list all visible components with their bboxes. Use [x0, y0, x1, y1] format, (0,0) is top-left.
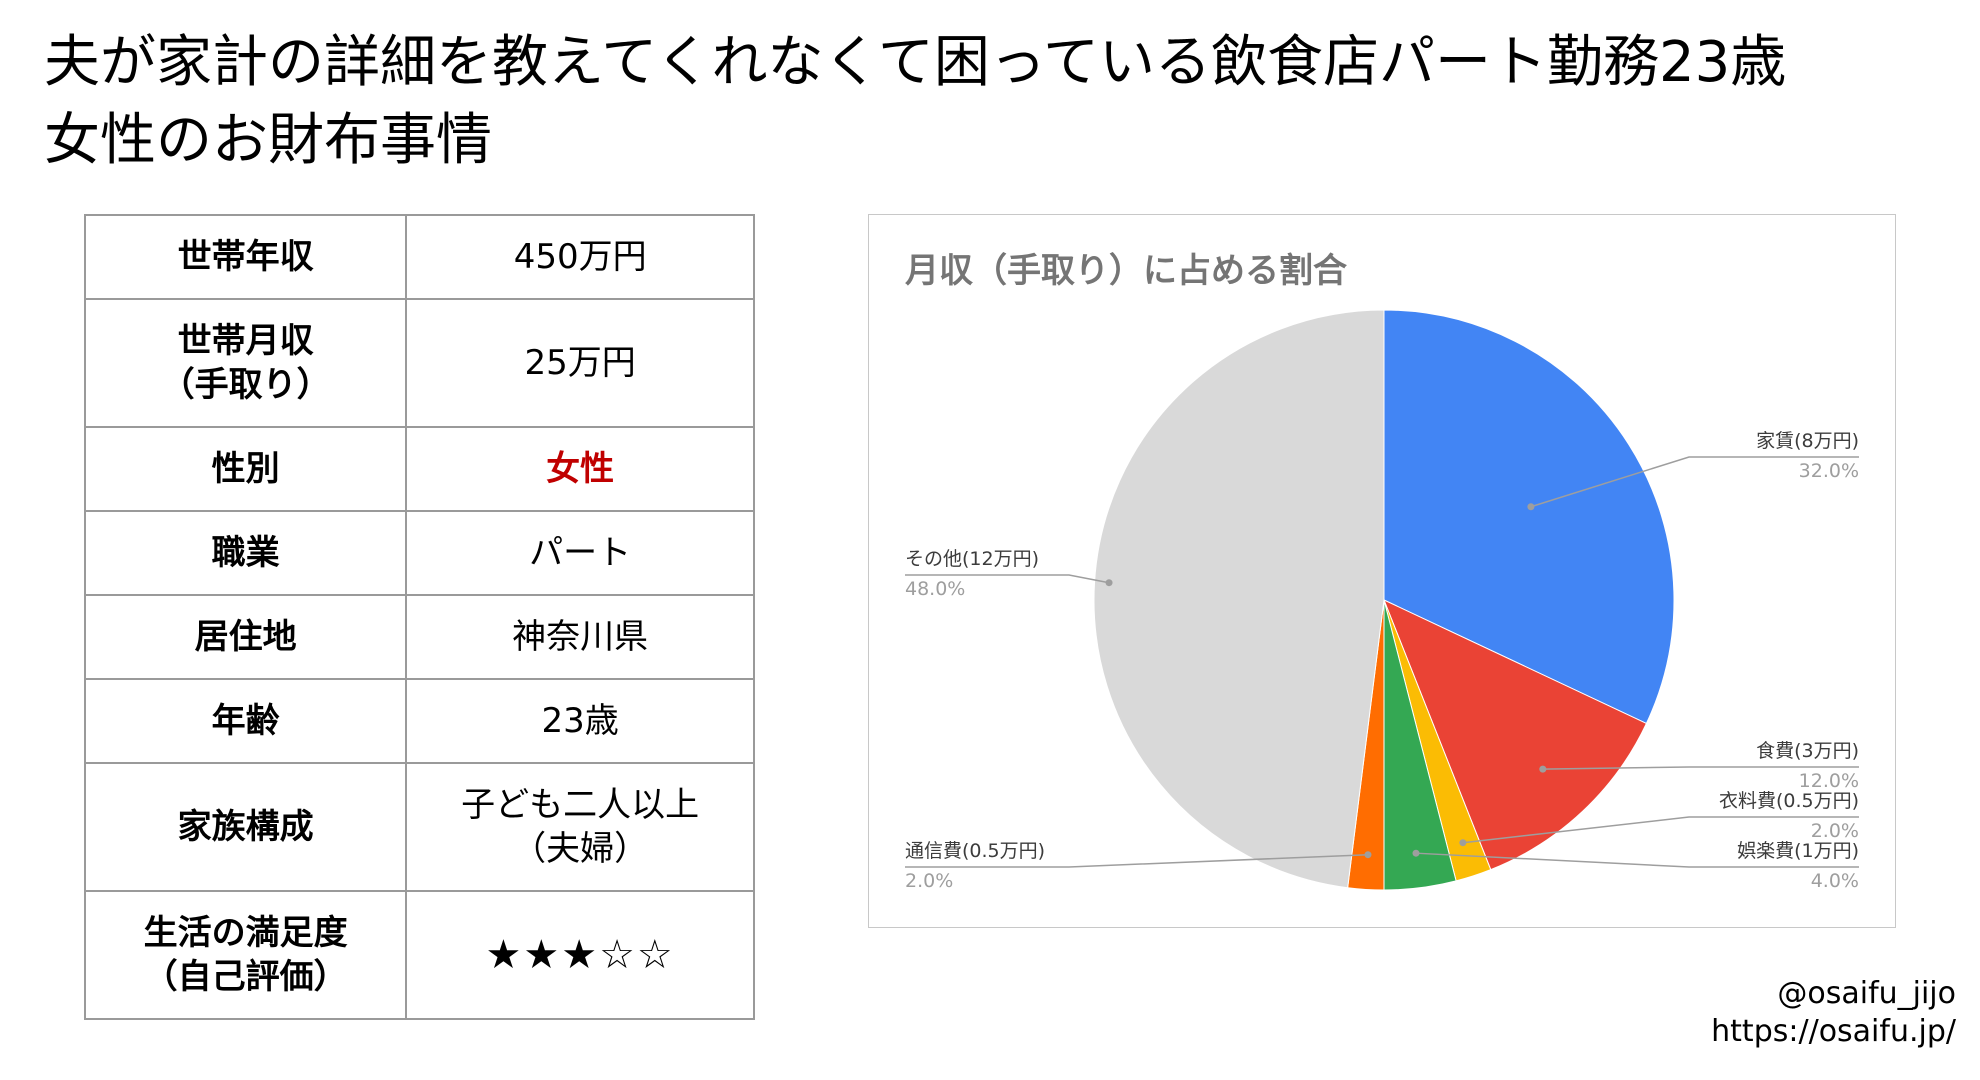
site-url: https://osaifu.jp/ [1711, 1014, 1956, 1049]
label-text: 世帯月収 [177, 321, 314, 361]
label-text: 家族構成 [177, 807, 314, 847]
slice-label: 家賃(8万円) [1756, 430, 1859, 452]
label-text: 性別 [211, 449, 280, 489]
profile-table: 世帯年収 450万円 世帯月収 （手取り） 25万円 性別 女性 職業 パート … [83, 214, 755, 1020]
leader-line [905, 853, 1369, 868]
credits: @osaifu_jijo https://osaifu.jp/ [1711, 975, 1956, 1051]
table-row: 世帯年収 450万円 [83, 214, 755, 300]
row-value: ★★★☆☆ [405, 890, 755, 1020]
label-text: 世帯年収 [177, 237, 314, 277]
leader-line [1542, 766, 1859, 770]
table-row: 世帯月収 （手取り） 25万円 [83, 298, 755, 428]
row-value: 子ども二人以上 （夫婦） [405, 762, 755, 892]
author-handle: @osaifu_jijo [1777, 976, 1956, 1011]
page-title: 夫が家計の詳細を教えてくれなくて困っている飲食店パート勤務23歳 女性のお財布事… [44, 24, 1944, 180]
row-value: 神奈川県 [405, 594, 755, 680]
label-text: 居住地 [194, 617, 297, 657]
leader-dot [1105, 579, 1113, 587]
slice-label: 通信費(0.5万円) [905, 840, 1045, 862]
value-text: 神奈川県 [512, 617, 649, 657]
pie-slice [1093, 309, 1385, 889]
table-row: 居住地 神奈川県 [83, 594, 755, 680]
leader-line [1462, 816, 1859, 844]
row-label: 性別 [83, 426, 408, 512]
label-text: 年齢 [211, 701, 280, 741]
pie-slice [1383, 309, 1675, 725]
slice-label: 食費(3万円) [1756, 740, 1859, 762]
page-title-line-2: 女性のお財布事情 [44, 108, 492, 173]
page-title-line-1: 夫が家計の詳細を教えてくれなくて困っている飲食店パート勤務23歳 [44, 30, 1787, 95]
slice-label: 衣料費(0.5万円) [1719, 790, 1859, 812]
table-row: 性別 女性 [83, 426, 755, 512]
slice-percent-label: 48.0% [905, 578, 965, 600]
chart-title: 月収（手取り）に占める割合 [905, 251, 1347, 291]
label-text: （自己評価） [143, 957, 348, 997]
value-text: 子ども二人以上 [461, 785, 700, 825]
row-label: 職業 [83, 510, 408, 596]
value-text: （夫婦） [512, 829, 649, 869]
row-value: パート [405, 510, 755, 596]
star-rating: ★★★☆☆ [485, 932, 675, 978]
table-row: 職業 パート [83, 510, 755, 596]
label-text: 職業 [211, 533, 280, 573]
slice-percent-label: 2.0% [905, 870, 953, 892]
table-row: 生活の満足度 （自己評価） ★★★☆☆ [83, 890, 755, 1020]
row-label: 生活の満足度 （自己評価） [83, 890, 408, 1020]
value-text: 23歳 [541, 701, 619, 741]
pie-chart-panel: 月収（手取り）に占める割合 家賃(8万円) 32.0% 食費(3万円) 12.0% 衣料… [868, 214, 1896, 928]
pie-slice [1383, 599, 1648, 871]
row-label: 家族構成 [83, 762, 408, 892]
value-text: 25万円 [524, 343, 636, 383]
slice-percent-label: 4.0% [1811, 870, 1859, 892]
leader-line [1530, 456, 1859, 508]
row-label: 年齢 [83, 678, 408, 764]
table-row: 家族構成 子ども二人以上 （夫婦） [83, 762, 755, 892]
value-text: 女性 [546, 449, 615, 489]
row-value: 25万円 [405, 298, 755, 428]
row-label: 世帯年収 [83, 214, 408, 300]
slice-label: 娯楽費(1万円) [1737, 840, 1859, 862]
row-value: 23歳 [405, 678, 755, 764]
slice-percent-label: 12.0% [1799, 770, 1859, 792]
label-text: 生活の満足度 [143, 913, 348, 953]
slice-percent-label: 2.0% [1811, 820, 1859, 842]
leader-line [905, 574, 1110, 584]
row-label: 世帯月収 （手取り） [83, 298, 408, 428]
slice-percent-label: 32.0% [1799, 460, 1859, 482]
row-label: 居住地 [83, 594, 408, 680]
value-text: 450万円 [513, 237, 647, 277]
label-text: （手取り） [160, 365, 331, 405]
leader-line [1415, 852, 1859, 868]
leader-dot [1459, 839, 1467, 847]
value-text: パート [529, 533, 632, 573]
row-value-highlight: 女性 [405, 426, 755, 512]
table-row: 年齢 23歳 [83, 678, 755, 764]
slice-label: その他(12万円) [905, 548, 1039, 570]
row-value: 450万円 [405, 214, 755, 300]
pie-chart: 家賃(8万円)32.0%食費(3万円)12.0%衣料費(0.5万円)2.0%娯楽… [905, 309, 1859, 892]
